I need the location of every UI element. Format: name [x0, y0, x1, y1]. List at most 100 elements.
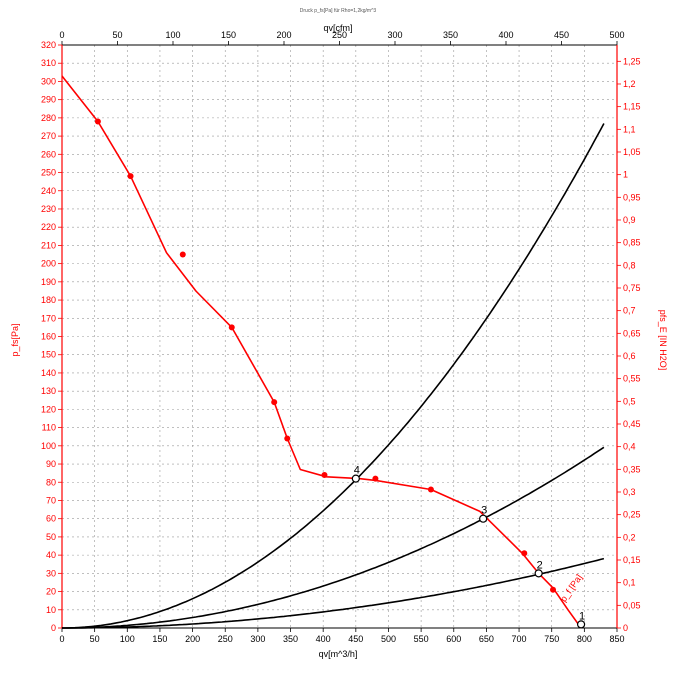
y2-tick-label: 0,5 [623, 396, 636, 406]
operating-point [351, 474, 360, 483]
x-tick-label: 600 [446, 634, 461, 644]
y2-tick-label: 0,45 [623, 419, 641, 429]
points: 4 3 2 1 [351, 465, 586, 629]
y2-tick-label: 1,05 [623, 147, 641, 157]
x2-tick-label: 250 [332, 30, 347, 40]
y2-tick-label: 0,6 [623, 351, 636, 361]
y2-tick-label: 0,15 [623, 555, 641, 565]
y2-tick-label: 0,2 [623, 532, 636, 542]
y-tick-label: 220 [41, 222, 56, 232]
y2-tick-label: 1,25 [623, 56, 641, 66]
y-tick-label: 20 [46, 587, 56, 597]
y2-tick-label: 0,95 [623, 192, 641, 202]
y-tick-label: 200 [41, 259, 56, 269]
y-tick-label: 240 [41, 186, 56, 196]
fan-curve-marker [179, 251, 186, 258]
y-tick-label: 260 [41, 149, 56, 159]
system-curve-1 [62, 123, 605, 629]
y2-tick-label: 0 [623, 623, 628, 633]
y-tick-label: 160 [41, 332, 56, 342]
y-tick-label: 10 [46, 605, 56, 615]
curves: p_f [Pa] [61, 75, 605, 629]
y2-tick-label: 1,2 [623, 79, 636, 89]
y-tick-label: 110 [42, 423, 56, 433]
fan-curve-marker [127, 173, 134, 180]
y-tick-label: 320 [41, 40, 56, 50]
x-tick-label: 300 [250, 634, 265, 644]
y2-tick-label: 0,75 [623, 283, 641, 293]
operating-point-label: 4 [354, 465, 360, 477]
y-tick-label: 250 [41, 168, 56, 178]
x2-tick-label: 500 [609, 30, 624, 40]
x-tick-label: 700 [512, 634, 527, 644]
y2-tick-label: 0,7 [623, 306, 636, 316]
y-tick-label: 300 [41, 76, 56, 86]
x-tick-label: 450 [348, 634, 363, 644]
y-tick-label: 70 [46, 495, 56, 505]
fan-curve-marker [321, 471, 328, 478]
x-tick-label: 800 [577, 634, 592, 644]
x2-tick-label: 300 [387, 30, 402, 40]
fan-curve-marker [521, 550, 528, 557]
y2-tick-label: 0,65 [623, 328, 641, 338]
y-tick-label: 210 [41, 240, 56, 250]
x-tick-label: 850 [609, 634, 624, 644]
y2-tick-label: 1,15 [623, 102, 641, 112]
fan-curve-marker [271, 399, 278, 406]
x-tick-label: 0 [59, 634, 64, 644]
fan-curve-marker [284, 435, 291, 442]
system-curve-3 [62, 557, 605, 629]
x2-tick-label: 350 [443, 30, 458, 40]
chart-title: Druck p_fs[Pa] für Rho=1,2kg/m^3 [300, 8, 377, 14]
x-tick-label: 500 [381, 634, 396, 644]
y-tick-label: 80 [46, 477, 56, 487]
x-tick-label: 350 [283, 634, 298, 644]
y-tick-label: 100 [41, 441, 56, 451]
operating-point [576, 620, 586, 629]
fan-curve-marker [372, 475, 379, 482]
y2-tick-label: 0,05 [623, 600, 641, 610]
x2-tick-label: 450 [554, 30, 569, 40]
y-tick-label: 120 [41, 404, 56, 414]
y-tick-label: 50 [46, 532, 56, 542]
y-tick-label: 290 [41, 95, 56, 105]
y2-tick-label: 0,9 [623, 215, 636, 225]
y2-tick-label: 1,1 [623, 124, 636, 134]
y2-tick-label: 0,3 [623, 487, 636, 497]
y-tick-label: 90 [46, 459, 56, 469]
x-tick-label: 750 [544, 634, 559, 644]
x-tick-label: 50 [90, 634, 100, 644]
x-tick-label: 250 [218, 634, 233, 644]
y-tick-label: 170 [41, 313, 56, 323]
x-tick-label: 100 [120, 634, 135, 644]
y2-tick-label: 1 [623, 170, 628, 180]
y-tick-label: 130 [41, 386, 56, 396]
x2-axis-label: qv[cfm] [323, 23, 352, 33]
x-tick-label: 150 [152, 634, 167, 644]
y-axis-label: p_fs[Pa] [10, 323, 20, 356]
y2-axis-label: pfs_E [IN H2O] [658, 310, 668, 371]
x-tick-label: 200 [185, 634, 200, 644]
y2-tick-label: 0,85 [623, 238, 641, 248]
y-tick-label: 270 [41, 131, 56, 141]
x2-tick-label: 50 [112, 30, 122, 40]
x2-tick-label: 400 [498, 30, 513, 40]
y-tick-label: 190 [41, 277, 56, 287]
y-tick-label: 280 [41, 113, 56, 123]
fan-curve-marker [228, 324, 235, 331]
x2-tick-label: 100 [165, 30, 180, 40]
y-tick-label: 150 [41, 350, 56, 360]
x-tick-label: 400 [316, 634, 331, 644]
x-tick-label: 550 [414, 634, 429, 644]
y-tick-label: 40 [46, 550, 56, 560]
operating-point [534, 569, 543, 578]
system-curve-2 [62, 446, 605, 629]
operating-point-label: 3 [481, 505, 487, 517]
y2-tick-label: 0,35 [623, 464, 641, 474]
y-tick-label: 310 [41, 58, 56, 68]
y2-tick-label: 0,55 [623, 374, 641, 384]
x2-tick-label: 0 [59, 30, 64, 40]
grid [62, 45, 617, 628]
y2-tick-label: 0,25 [623, 510, 641, 520]
